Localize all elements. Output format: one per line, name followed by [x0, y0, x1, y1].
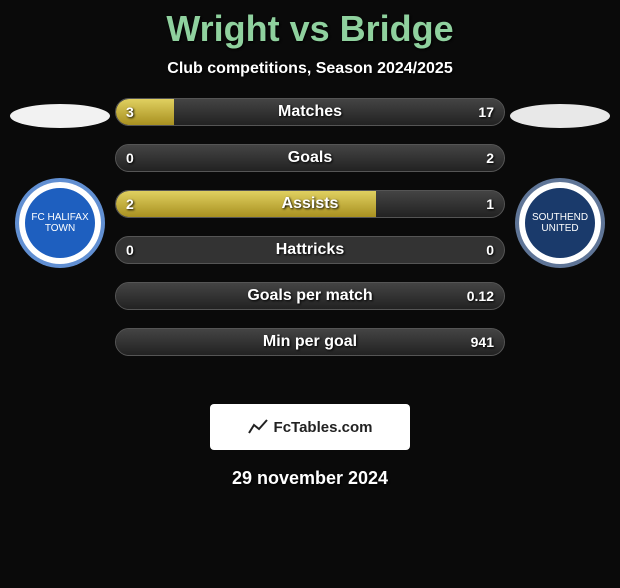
- right-crest-label: SOUTHEND UNITED: [519, 212, 601, 234]
- stat-row-hattricks: 0Hattricks0: [115, 236, 505, 264]
- left-player-ellipse: [10, 104, 110, 128]
- bar-label: Goals per match: [116, 283, 504, 309]
- stat-row-matches: 3Matches17: [115, 98, 505, 126]
- bar-value-right: 0: [476, 237, 504, 263]
- right-player-column: SOUTHEND UNITED: [505, 98, 615, 268]
- stat-row-goals: 0Goals2: [115, 144, 505, 172]
- subtitle: Club competitions, Season 2024/2025: [0, 60, 620, 78]
- right-club-crest: SOUTHEND UNITED: [515, 178, 605, 268]
- bar-label: Goals: [116, 145, 504, 171]
- bar-value-right: 941: [461, 329, 504, 355]
- bar-value-right: 17: [468, 99, 504, 125]
- bar-value-right: 1: [476, 191, 504, 217]
- branding-text: FcTables.com: [274, 419, 373, 436]
- bar-label: Matches: [116, 99, 504, 125]
- bar-value-right: 2: [476, 145, 504, 171]
- chart-icon: [248, 419, 268, 435]
- stat-row-min-per-goal: Min per goal941: [115, 328, 505, 356]
- left-crest-label: FC HALIFAX TOWN: [19, 212, 101, 234]
- date-label: 29 november 2024: [0, 468, 620, 489]
- bar-label: Hattricks: [116, 237, 504, 263]
- page-title: Wright vs Bridge: [0, 8, 620, 50]
- stat-bars: 3Matches170Goals22Assists10Hattricks0Goa…: [115, 98, 505, 356]
- stat-row-goals-per-match: Goals per match0.12: [115, 282, 505, 310]
- left-player-column: FC HALIFAX TOWN: [5, 98, 115, 268]
- right-player-ellipse: [510, 104, 610, 128]
- branding-badge: FcTables.com: [210, 404, 410, 450]
- comparison-content: FC HALIFAX TOWN SOUTHEND UNITED 3Matches…: [0, 98, 620, 378]
- bar-label: Min per goal: [116, 329, 504, 355]
- bar-value-right: 0.12: [457, 283, 504, 309]
- bar-label: Assists: [116, 191, 504, 217]
- left-club-crest: FC HALIFAX TOWN: [15, 178, 105, 268]
- stat-row-assists: 2Assists1: [115, 190, 505, 218]
